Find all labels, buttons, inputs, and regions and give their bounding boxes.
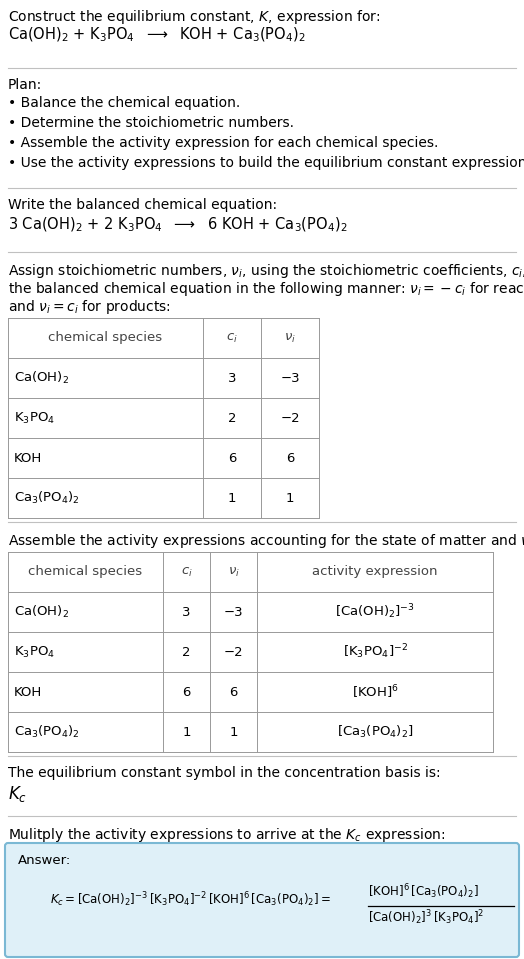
Text: 3: 3 [182, 605, 191, 619]
Text: and $\nu_i = c_i$ for products:: and $\nu_i = c_i$ for products: [8, 298, 171, 316]
Text: 6: 6 [286, 452, 294, 464]
Text: Write the balanced chemical equation:: Write the balanced chemical equation: [8, 198, 277, 212]
Text: • Balance the chemical equation.: • Balance the chemical equation. [8, 96, 240, 110]
Text: Ca$_3$(PO$_4$)$_2$: Ca$_3$(PO$_4$)$_2$ [14, 724, 80, 740]
Text: chemical species: chemical species [28, 566, 143, 578]
Text: K$_3$PO$_4$: K$_3$PO$_4$ [14, 410, 55, 426]
FancyBboxPatch shape [5, 843, 519, 957]
Text: $c_i$: $c_i$ [226, 332, 238, 344]
Text: $\nu_i$: $\nu_i$ [284, 332, 296, 344]
Text: −3: −3 [224, 605, 243, 619]
Text: Construct the equilibrium constant, $K$, expression for:: Construct the equilibrium constant, $K$,… [8, 8, 380, 26]
Text: Assemble the activity expressions accounting for the state of matter and $\nu_i$: Assemble the activity expressions accoun… [8, 532, 524, 550]
Text: $K_c$: $K_c$ [8, 784, 27, 804]
Text: [K$_3$PO$_4$]$^{-2}$: [K$_3$PO$_4$]$^{-2}$ [343, 643, 408, 662]
Text: • Determine the stoichiometric numbers.: • Determine the stoichiometric numbers. [8, 116, 294, 130]
Text: $c_i$: $c_i$ [181, 566, 192, 578]
Text: [Ca$_3$(PO$_4$)$_2$]: [Ca$_3$(PO$_4$)$_2$] [337, 724, 413, 740]
Text: Mulitply the activity expressions to arrive at the $K_c$ expression:: Mulitply the activity expressions to arr… [8, 826, 445, 844]
Text: 1: 1 [286, 492, 294, 504]
Text: chemical species: chemical species [48, 332, 162, 344]
Text: 2: 2 [182, 645, 191, 659]
Text: KOH: KOH [14, 686, 42, 698]
Text: 6: 6 [228, 452, 236, 464]
Text: Answer:: Answer: [18, 854, 71, 867]
Text: $[\mathrm{KOH}]^6\,[\mathrm{Ca_3(PO_4)_2}]$: $[\mathrm{KOH}]^6\,[\mathrm{Ca_3(PO_4)_2… [368, 882, 479, 901]
Text: −3: −3 [280, 371, 300, 385]
Text: KOH: KOH [14, 452, 42, 464]
Text: Ca$_3$(PO$_4$)$_2$: Ca$_3$(PO$_4$)$_2$ [14, 490, 80, 506]
Text: activity expression: activity expression [312, 566, 438, 578]
Text: Ca(OH)$_2$: Ca(OH)$_2$ [14, 370, 69, 386]
Text: • Use the activity expressions to build the equilibrium constant expression.: • Use the activity expressions to build … [8, 156, 524, 170]
Text: $K_c = [\mathrm{Ca(OH)_2}]^{-3}\,[\mathrm{K_3PO_4}]^{-2}\,[\mathrm{KOH}]^6\,[\ma: $K_c = [\mathrm{Ca(OH)_2}]^{-3}\,[\mathr… [50, 891, 331, 909]
Text: $[\mathrm{Ca(OH)_2}]^3\,[\mathrm{K_3PO_4}]^2$: $[\mathrm{Ca(OH)_2}]^3\,[\mathrm{K_3PO_4… [368, 908, 484, 926]
Text: Assign stoichiometric numbers, $\nu_i$, using the stoichiometric coefficients, $: Assign stoichiometric numbers, $\nu_i$, … [8, 262, 524, 280]
Text: [Ca(OH)$_2$]$^{-3}$: [Ca(OH)$_2$]$^{-3}$ [335, 602, 415, 621]
Text: 3 Ca(OH)$_2$ + 2 K$_3$PO$_4$  $\longrightarrow$  6 KOH + Ca$_3$(PO$_4$)$_2$: 3 Ca(OH)$_2$ + 2 K$_3$PO$_4$ $\longright… [8, 216, 347, 234]
Text: K$_3$PO$_4$: K$_3$PO$_4$ [14, 644, 55, 660]
Text: 3: 3 [228, 371, 236, 385]
Text: 6: 6 [230, 686, 238, 698]
Text: [KOH]$^6$: [KOH]$^6$ [352, 683, 398, 701]
Text: −2: −2 [224, 645, 243, 659]
Text: −2: −2 [280, 411, 300, 425]
Text: Ca(OH)$_2$ + K$_3$PO$_4$  $\longrightarrow$  KOH + Ca$_3$(PO$_4$)$_2$: Ca(OH)$_2$ + K$_3$PO$_4$ $\longrightarro… [8, 26, 305, 44]
Text: Plan:: Plan: [8, 78, 42, 92]
Text: 1: 1 [228, 492, 236, 504]
Text: 1: 1 [182, 726, 191, 738]
Text: • Assemble the activity expression for each chemical species.: • Assemble the activity expression for e… [8, 136, 439, 150]
Text: Ca(OH)$_2$: Ca(OH)$_2$ [14, 604, 69, 620]
Text: The equilibrium constant symbol in the concentration basis is:: The equilibrium constant symbol in the c… [8, 766, 441, 780]
Text: 2: 2 [228, 411, 236, 425]
Text: $\nu_i$: $\nu_i$ [227, 566, 239, 578]
Text: the balanced chemical equation in the following manner: $\nu_i = -c_i$ for react: the balanced chemical equation in the fo… [8, 280, 524, 298]
Text: 6: 6 [182, 686, 191, 698]
Text: 1: 1 [230, 726, 238, 738]
